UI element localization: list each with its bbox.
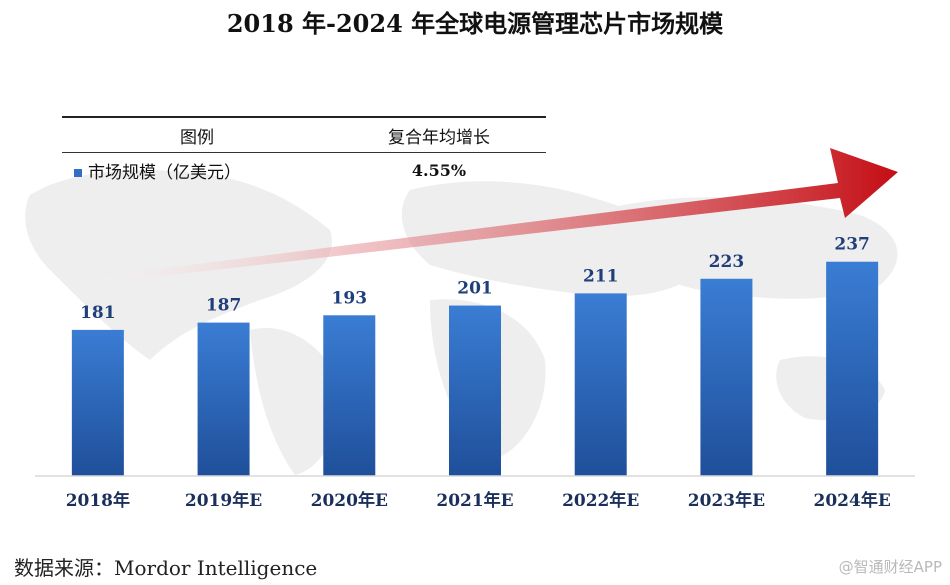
x-tick-label: 2021年E xyxy=(436,490,513,511)
legend-series-label: 市场规模（亿美元） xyxy=(88,162,241,183)
bar-2022年E xyxy=(574,293,627,476)
data-label-2019年E: 187 xyxy=(206,296,242,316)
source-note: 数据来源：Mordor Intelligence xyxy=(14,556,318,580)
bar-2020年E xyxy=(323,315,376,476)
legend-header-cagr: 复合年均增长 xyxy=(388,127,490,148)
bar-2019年E xyxy=(197,322,250,476)
cagr-value: 4.55% xyxy=(411,160,467,180)
legend-swatch xyxy=(74,169,82,177)
data-label-2020年E: 193 xyxy=(332,288,368,308)
watermark: @智通财经APP xyxy=(838,558,942,576)
data-label-2022年E: 211 xyxy=(583,266,619,286)
growth-arrow xyxy=(48,148,898,289)
x-tick-label: 2023年E xyxy=(688,490,765,511)
data-label-2023年E: 223 xyxy=(709,252,745,272)
x-tick-label: 2019年E xyxy=(185,490,262,511)
bar-2021年E xyxy=(449,305,501,476)
legend-series-row: 市场规模（亿美元） 4.55% xyxy=(62,153,546,187)
data-label-2024年E: 237 xyxy=(834,235,870,255)
bar-2024年E xyxy=(826,261,879,476)
bar-2023年E xyxy=(700,278,753,476)
x-tick-label: 2020年E xyxy=(311,490,388,511)
data-label-2018年: 181 xyxy=(80,303,116,323)
x-tick-label: 2024年E xyxy=(814,490,891,511)
chart-title: 2018 年-2024 年全球电源管理芯片市场规模 xyxy=(226,9,724,38)
x-tick-label: 2018年 xyxy=(66,490,130,511)
legend-table: 图例 复合年均增长 市场规模（亿美元） 4.55% xyxy=(62,116,546,187)
legend-header-row: 图例 复合年均增长 xyxy=(62,118,546,153)
legend-series-entry: 市场规模（亿美元） xyxy=(62,158,332,183)
bar-2018年 xyxy=(71,329,124,476)
world-map-background xyxy=(25,170,898,475)
data-label-2021年E: 201 xyxy=(457,279,493,299)
legend-header-label: 图例 xyxy=(180,127,214,148)
x-tick-label: 2022年E xyxy=(562,490,639,511)
